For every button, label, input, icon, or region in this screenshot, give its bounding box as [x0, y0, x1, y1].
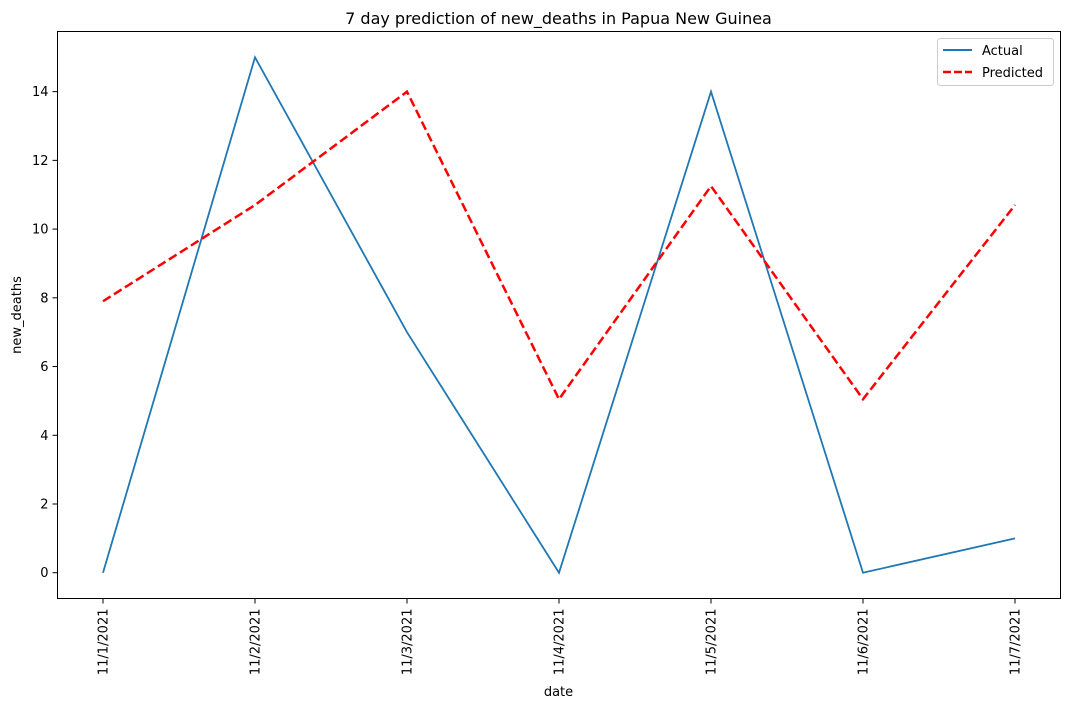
y-tick-label: 0 [40, 566, 48, 581]
legend-label-actual: Actual [982, 44, 1023, 59]
y-tick-label: 14 [32, 85, 49, 100]
x-axis: 11/1/2021 11/2/2021 11/3/2021 11/4/2021 11/5… [97, 598, 1024, 676]
y-axis-title: new_deaths [10, 276, 25, 354]
x-tick-label: 11/5/2021 [705, 609, 720, 676]
y-axis: 0 2 4 6 8 10 12 14 [32, 85, 58, 581]
x-tick-label: 11/2/2021 [249, 609, 264, 676]
x-tick-label: 11/7/2021 [1009, 609, 1024, 676]
chart-title: 7 day prediction of new_deaths in Papua … [345, 9, 772, 29]
x-tick-label: 11/3/2021 [401, 609, 416, 676]
plot-area [102, 54, 1016, 575]
y-tick-label: 6 [40, 360, 48, 375]
y-tick-label: 10 [32, 223, 49, 238]
series-line-actual [102, 54, 1016, 575]
x-axis-title: date [544, 685, 573, 700]
y-tick-label: 12 [32, 154, 49, 169]
y-tick-label: 2 [40, 498, 48, 513]
legend-label-predicted: Predicted [982, 66, 1043, 81]
x-tick-label: 11/1/2021 [97, 609, 112, 676]
x-tick-label: 11/6/2021 [857, 609, 872, 676]
y-tick-label: 4 [40, 429, 48, 444]
series-line-predicted [102, 89, 1016, 402]
legend: Actual Predicted [937, 38, 1054, 86]
x-tick-label: 11/4/2021 [553, 609, 568, 676]
y-tick-label: 8 [40, 291, 48, 306]
